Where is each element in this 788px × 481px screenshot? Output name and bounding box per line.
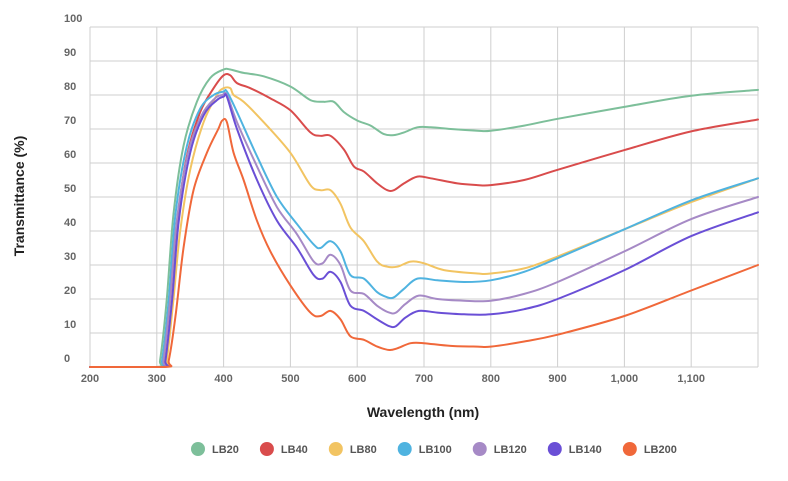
legend-label: LB100 [419, 444, 452, 456]
y-tick-label: 90 [64, 47, 76, 59]
series-lines [89, 67, 759, 369]
legend-label: LB80 [350, 444, 377, 456]
x-tick-label: 400 [214, 373, 232, 385]
legend-item-lb80: LB80 [328, 442, 377, 456]
legend-item-lb200: LB200 [622, 442, 677, 456]
legend-label: LB20 [212, 444, 239, 456]
y-tick-label: 80 [64, 81, 76, 93]
x-tick-label: 300 [148, 373, 166, 385]
x-tick-label: 200 [81, 373, 99, 385]
y-tick-label: 60 [64, 149, 76, 161]
legend-item-lb100: LB100 [397, 442, 452, 456]
x-tick-label: 700 [415, 373, 433, 385]
y-tick-label: 20 [64, 285, 76, 297]
legend-swatch [328, 442, 343, 456]
legend-swatch [397, 442, 412, 456]
legend-label: LB40 [281, 444, 308, 456]
grid [89, 26, 759, 368]
x-tick-label: 1,100 [677, 373, 705, 385]
series-line-lb200 [89, 117, 759, 369]
y-axis-ticks: 0 10 20 30 40 50 60 70 80 90 100 [64, 13, 82, 365]
x-tick-label: 1,000 [611, 373, 639, 385]
y-axis-title: Transmittance (%) [11, 136, 27, 257]
legend-swatch [622, 442, 637, 456]
y-tick-label: 10 [64, 319, 76, 331]
legend-label: LB140 [569, 444, 602, 456]
series-line-lb100 [89, 88, 759, 369]
legend-swatch [259, 442, 274, 456]
legend-item-lb140: LB140 [547, 442, 602, 456]
series-line-lb140 [89, 93, 759, 369]
y-tick-label: 50 [64, 183, 76, 195]
legend-label: LB200 [644, 444, 677, 456]
legend-label: LB120 [494, 444, 527, 456]
series-line-lb120 [89, 91, 759, 369]
legend-item-lb20: LB20 [191, 442, 239, 456]
y-tick-label: 70 [64, 115, 76, 127]
y-tick-label: 100 [64, 13, 82, 25]
y-tick-label: 30 [64, 251, 76, 263]
x-tick-label: 800 [482, 373, 500, 385]
x-axis-title: Wavelength (nm) [367, 404, 479, 420]
legend-item-lb40: LB40 [259, 442, 308, 456]
x-tick-label: 900 [548, 373, 566, 385]
y-tick-label: 0 [64, 353, 70, 365]
legend-swatch [191, 442, 205, 456]
x-tick-label: 500 [281, 373, 299, 385]
series-line-lb80 [89, 86, 759, 369]
x-tick-label: 600 [348, 373, 366, 385]
y-tick-label: 40 [64, 217, 76, 229]
legend-swatch [472, 442, 487, 456]
series-line-lb20 [89, 67, 759, 369]
legend: LB20 LB40 LB80 LB100 LB120 LB140 LB200 [191, 442, 677, 456]
legend-swatch [547, 442, 562, 456]
x-axis-ticks: 200 300 400 500 600 700 800 900 1,000 1,100 [81, 373, 705, 385]
legend-item-lb120: LB120 [472, 442, 527, 456]
